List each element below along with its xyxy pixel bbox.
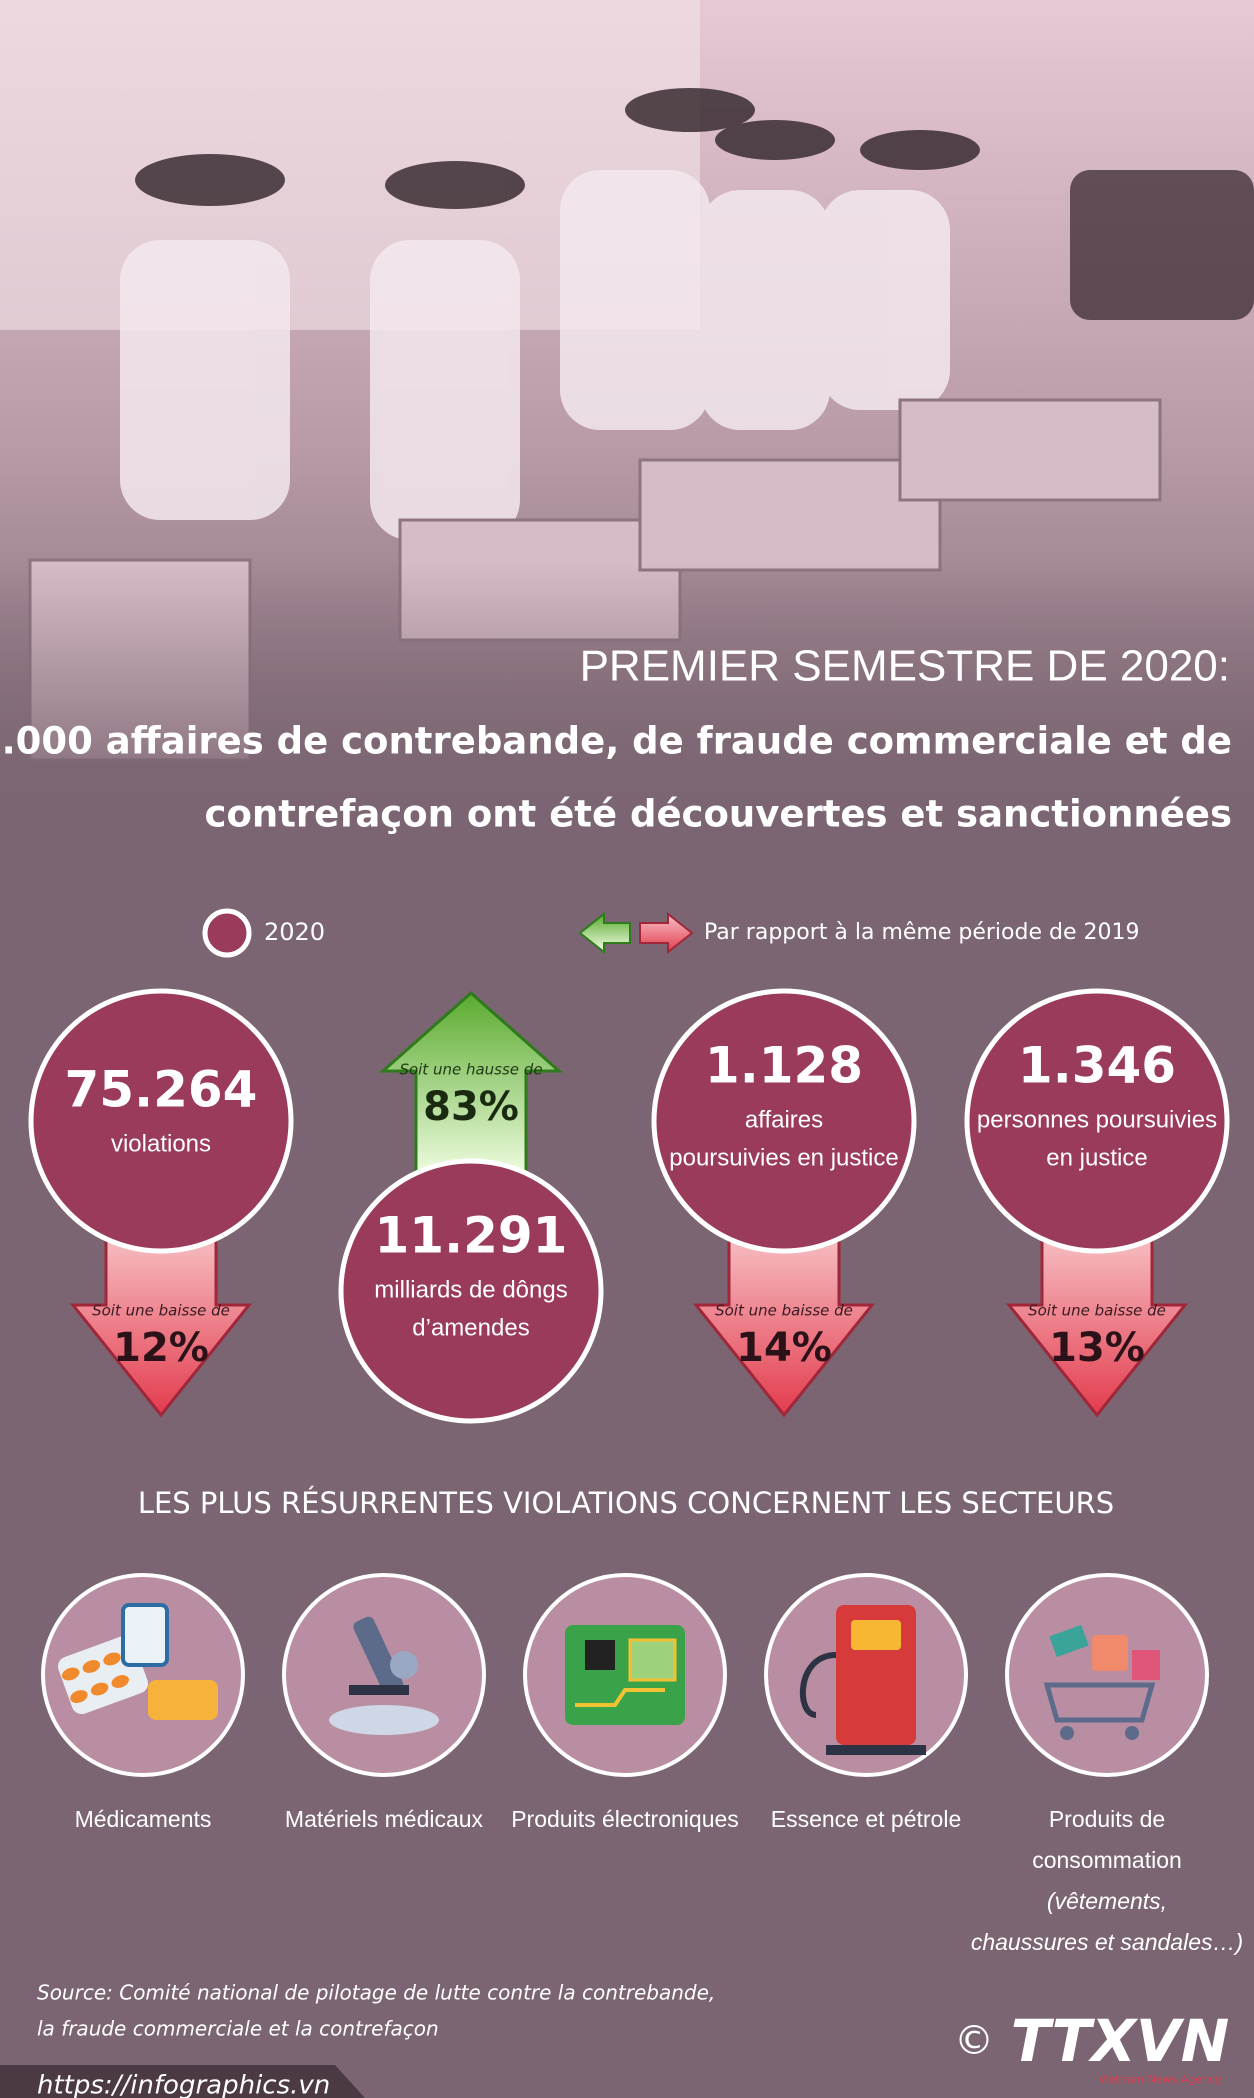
sector: Produits électroniques — [511, 1573, 739, 1832]
sector-label: chaussures et sandales…) — [971, 1929, 1243, 1955]
stat-label: violations — [111, 1130, 211, 1157]
icon — [390, 1651, 418, 1679]
icon — [800, 1652, 837, 1718]
change-label: Soit une baisse de — [715, 1302, 853, 1320]
sector: Médicaments — [41, 1573, 245, 1832]
sector: Produits de consommation (vêtements, chauss… — [971, 1573, 1243, 1955]
icon — [111, 1675, 129, 1688]
change-label: Soit une baisse de — [1028, 1302, 1166, 1320]
arrow-down — [1005, 1229, 1189, 1418]
icon — [90, 1682, 109, 1696]
sector: Essence et pétrole — [764, 1573, 968, 1832]
copyright: © — [954, 2018, 994, 2064]
icon — [1043, 1682, 1156, 1723]
stat-label: personnes poursuivies — [977, 1106, 1217, 1133]
icon — [121, 1603, 169, 1667]
logo: TTXVN — [1011, 2007, 1230, 2075]
sector-circle — [1005, 1573, 1209, 1777]
icon — [1132, 1650, 1160, 1680]
change-label: Soit une hausse de — [399, 1061, 542, 1079]
icon — [148, 1680, 218, 1720]
stat-value: 11.291 — [375, 1207, 568, 1265]
subtitle: 75.000 affaires de contrebande, de fraud… — [0, 720, 1232, 763]
stat-value: 75.264 — [65, 1061, 258, 1119]
stat-label: milliards de dôngs — [374, 1276, 567, 1303]
stat-label: poursuivies en justice — [669, 1144, 898, 1171]
source: Source: Comité national de pilotage de l… — [37, 1981, 715, 2005]
icon — [1060, 1726, 1074, 1740]
stat-circle — [964, 988, 1230, 1254]
sector-label: Médicaments — [75, 1806, 212, 1832]
header-photo — [0, 0, 1254, 820]
legend: 2020 Par rapport à la même période de 20… — [202, 908, 1139, 958]
icon — [575, 1688, 665, 1707]
url-bar — [0, 2065, 365, 2098]
section-title: LES PLUS RÉSURRENTES VIOLATIONS CONCERNE… — [138, 1486, 1114, 1520]
change-label: Soit une baisse de — [92, 1302, 230, 1320]
icon — [70, 1690, 88, 1703]
icon — [628, 1638, 677, 1682]
stat-circle — [651, 988, 917, 1254]
sector-label: Produits de — [1049, 1806, 1165, 1832]
arrow-down — [69, 1229, 253, 1418]
sector: Matériels médicaux — [282, 1573, 486, 1832]
arrow-down — [692, 1229, 876, 1418]
stat-value: 1.346 — [1018, 1037, 1176, 1095]
source: la fraude commerciale et la contrefaçon — [37, 2017, 439, 2041]
sector-label: consommation — [1032, 1847, 1182, 1873]
stat-label: affaires — [745, 1106, 823, 1133]
change-value: 13% — [1049, 1325, 1145, 1371]
stat-value: 1.128 — [705, 1037, 863, 1095]
sector-label: Produits électroniques — [511, 1806, 739, 1832]
icon — [1049, 1624, 1089, 1658]
title: PREMIER SEMESTRE DE 2020: — [580, 642, 1230, 691]
icon — [329, 1705, 439, 1735]
url[interactable]: https://infographics.vn — [37, 2071, 330, 2098]
icon — [1125, 1726, 1139, 1740]
legend-label: 2020 — [264, 918, 325, 946]
stat-label: en justice — [1046, 1144, 1147, 1171]
icon — [82, 1660, 101, 1673]
sector-label: Essence et pétrole — [771, 1806, 962, 1832]
icon — [826, 1745, 926, 1755]
icon — [851, 1620, 901, 1650]
change-value: 83% — [423, 1084, 519, 1130]
icon — [103, 1652, 121, 1666]
change-value: 12% — [113, 1325, 209, 1371]
stat-circle — [28, 988, 294, 1254]
stat-label: d’amendes — [412, 1314, 529, 1341]
icon — [1092, 1635, 1128, 1671]
logo-tagline: Vietnam News Agency — [1098, 2073, 1222, 2086]
stat-circle — [338, 1158, 604, 1424]
icon — [349, 1685, 409, 1695]
legend-label: Par rapport à la même période de 2019 — [704, 920, 1139, 945]
icon — [353, 1616, 404, 1695]
change-value: 14% — [736, 1325, 832, 1371]
sector-label: Matériels médicaux — [285, 1806, 484, 1832]
sector-label: (vêtements, — [1047, 1888, 1167, 1914]
subtitle: contrefaçon ont été découvertes et sanct… — [205, 793, 1232, 836]
icon — [585, 1640, 615, 1670]
icon — [62, 1667, 80, 1681]
